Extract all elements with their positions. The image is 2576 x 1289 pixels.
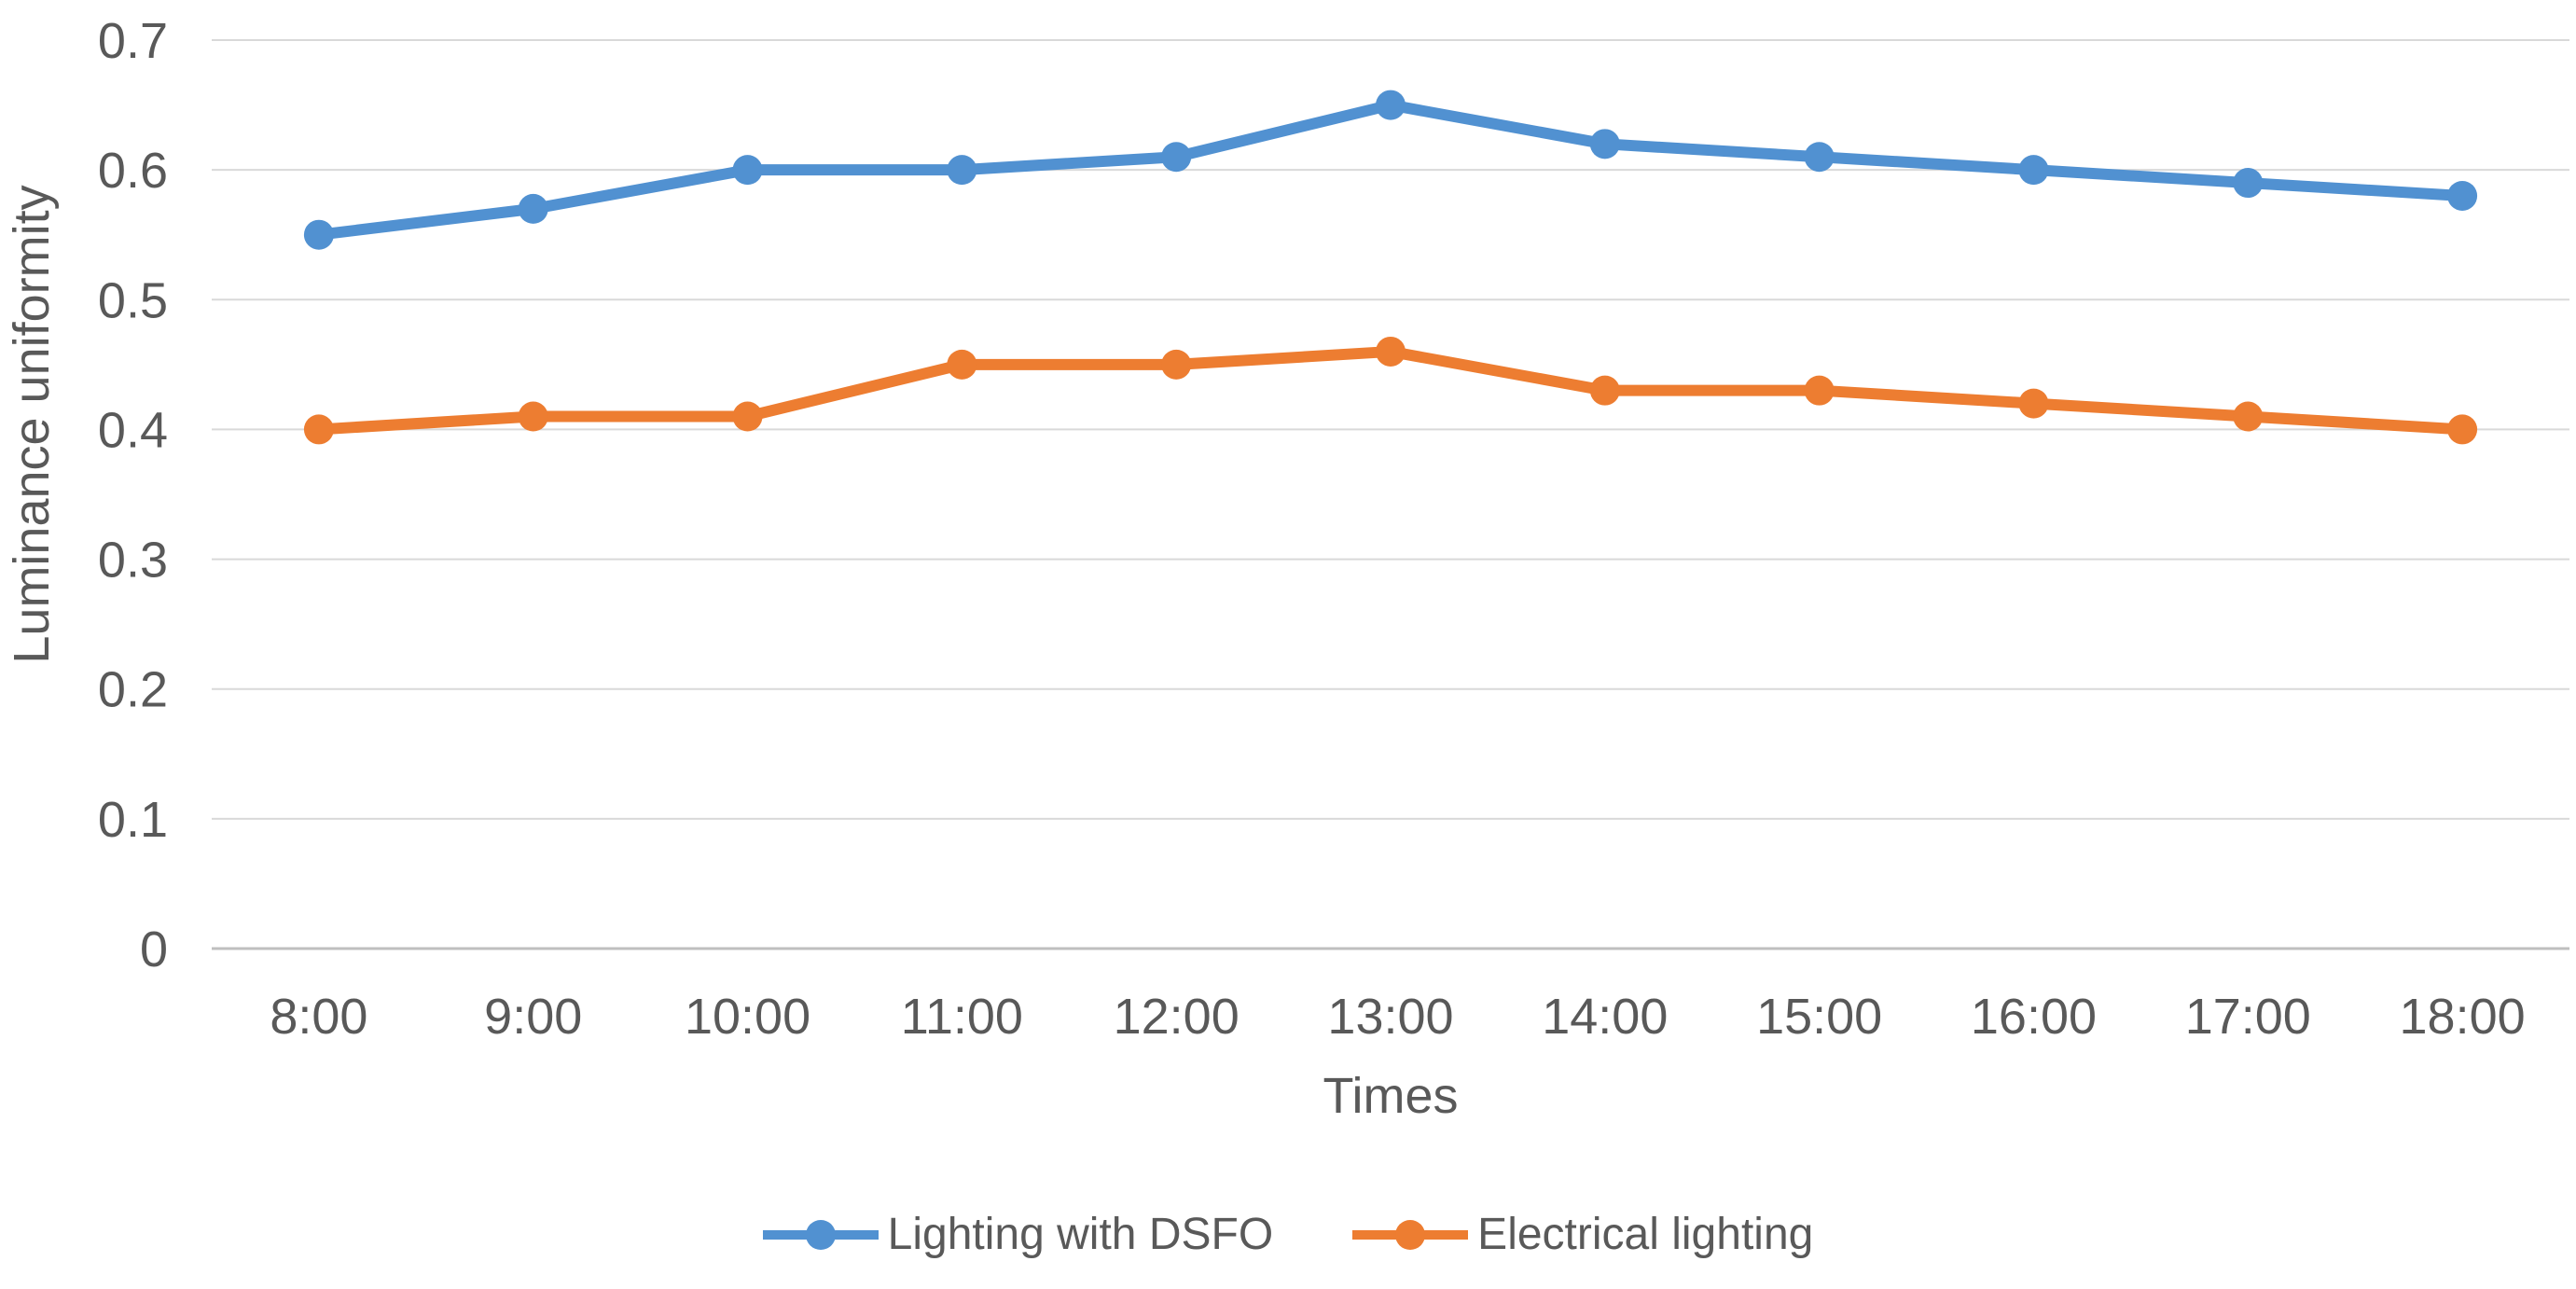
y-tick-label: 0.5 [98,272,168,328]
data-point-marker-electrical-lighting [2233,401,2264,432]
legend-label: Electrical lighting [1477,1210,1814,1259]
legend-label: Lighting with DSFO [887,1210,1274,1259]
data-point-marker-electrical-lighting [1589,375,1620,406]
y-axis-tick-labels: 0 0.1 0.2 0.3 0.4 0.5 0.6 0.7 [98,13,168,977]
y-tick-label: 0.1 [98,792,168,848]
data-point-marker-lighting-with-dsfo [2233,168,2264,199]
y-tick-label: 0.6 [98,143,168,199]
y-tick-label: 0.4 [98,402,168,458]
data-point-marker-lighting-with-dsfo [1804,142,1835,173]
data-point-marker-electrical-lighting [1376,336,1406,367]
data-point-marker-lighting-with-dsfo [732,155,763,186]
x-tick-label: 10:00 [685,989,810,1045]
x-tick-label: 14:00 [1542,989,1668,1045]
legend: Lighting with DSFO Electrical lighting [0,1209,2576,1260]
legend-item-lighting-with-dsfo: Lighting with DSFO [762,1209,1274,1260]
data-point-marker-lighting-with-dsfo [2018,155,2049,186]
data-point-marker-lighting-with-dsfo [303,219,334,250]
series-lines [303,90,2478,445]
y-tick-label: 0.3 [98,533,168,589]
y-tick-label: 0 [140,922,168,977]
legend-line-marker-icon [762,1218,879,1252]
x-tick-label: 9:00 [484,989,582,1045]
data-point-marker-lighting-with-dsfo [1161,142,1192,173]
data-point-marker-lighting-with-dsfo [947,155,977,186]
legend-line-marker-icon [1352,1218,1469,1252]
x-tick-label: 16:00 [1971,989,2097,1045]
x-axis-title: Times [1323,1068,1459,1124]
x-tick-label: 13:00 [1327,989,1453,1045]
data-point-marker-electrical-lighting [518,401,548,432]
data-point-marker-electrical-lighting [2018,388,2049,419]
x-tick-label: 8:00 [270,989,367,1045]
x-axis-tick-labels: 8:00 9:00 10:00 11:00 12:00 13:00 14:00 15:00 16… [270,989,2525,1045]
data-point-marker-lighting-with-dsfo [2447,180,2478,211]
data-point-marker-electrical-lighting [1161,349,1192,380]
y-tick-label: 0.2 [98,662,168,718]
data-point-marker-lighting-with-dsfo [1589,129,1620,159]
legend-item-electrical-lighting: Electrical lighting [1352,1209,1813,1260]
x-tick-label: 18:00 [2400,989,2526,1045]
data-point-marker-lighting-with-dsfo [1376,90,1406,120]
gridlines [212,39,2569,950]
data-point-marker-electrical-lighting [732,401,763,432]
data-point-marker-electrical-lighting [1804,375,1835,406]
data-point-marker-electrical-lighting [2447,414,2478,445]
x-tick-label: 15:00 [1756,989,1882,1045]
x-tick-label: 12:00 [1114,989,1240,1045]
y-tick-label: 0.7 [98,13,168,69]
data-point-marker-electrical-lighting [947,349,977,380]
data-point-marker-electrical-lighting [303,414,334,445]
y-axis-title: Luminance uniformity [4,185,60,663]
x-tick-label: 11:00 [901,989,1023,1045]
data-point-marker-lighting-with-dsfo [518,193,548,224]
x-tick-label: 17:00 [2185,989,2311,1045]
